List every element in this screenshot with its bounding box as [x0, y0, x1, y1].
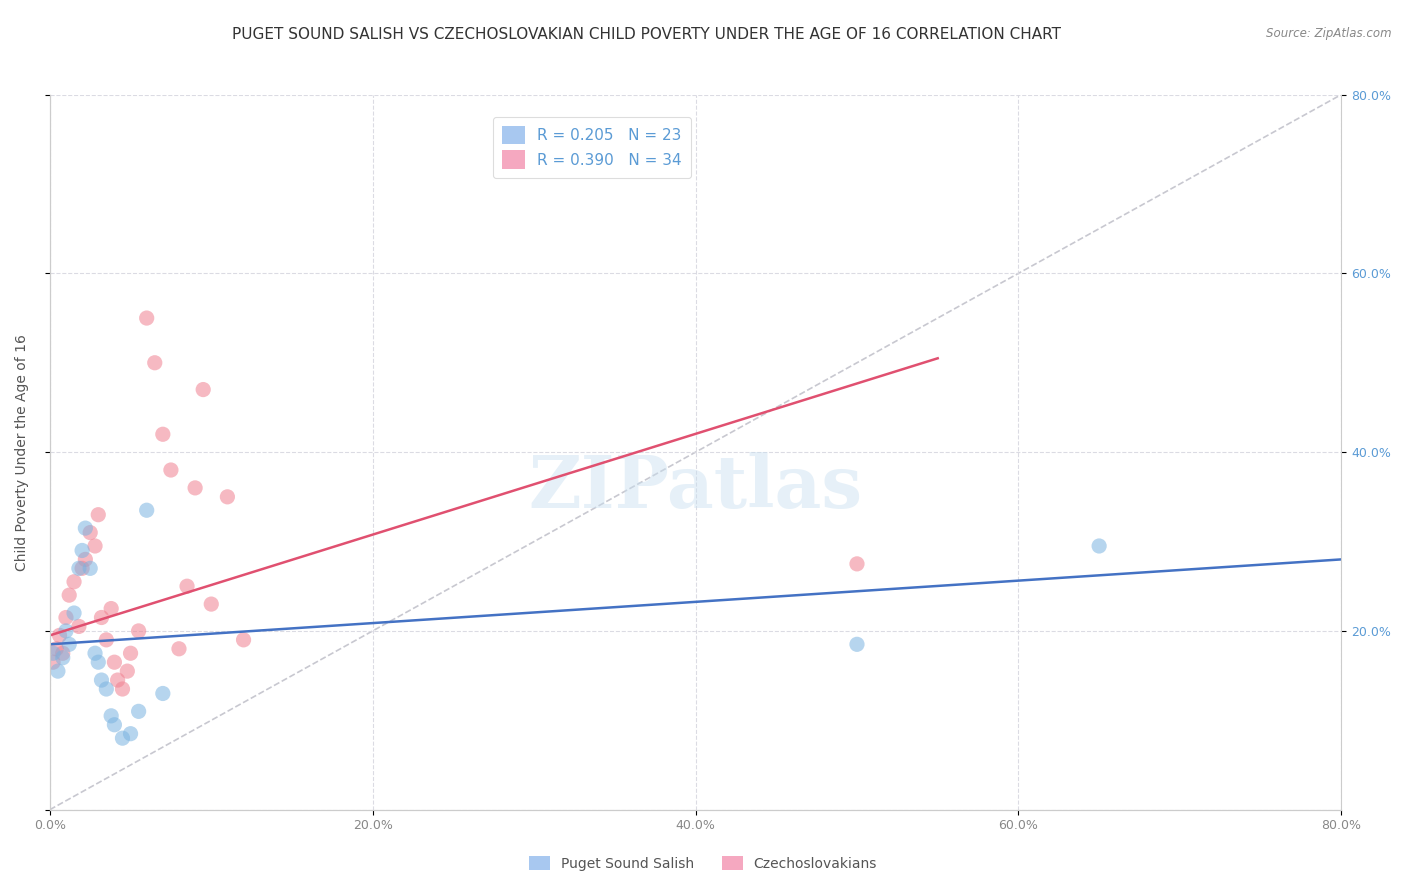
Point	[84, 646, 107, 660]
Point	[120, 727, 142, 741]
Point	[846, 557, 869, 571]
Point	[84, 539, 107, 553]
Point	[96, 632, 118, 647]
Point	[75, 552, 97, 566]
Point	[152, 686, 174, 700]
Text: ZIPatlas: ZIPatlas	[529, 452, 863, 524]
Point	[100, 601, 122, 615]
Point	[120, 646, 142, 660]
Point	[143, 356, 166, 370]
Point	[846, 637, 869, 651]
Point	[152, 427, 174, 442]
Point	[45, 641, 67, 656]
Point	[63, 574, 86, 589]
Point	[48, 628, 70, 642]
Legend: R = 0.205   N = 23, R = 0.390   N = 34: R = 0.205 N = 23, R = 0.390 N = 34	[494, 117, 692, 178]
Point	[75, 521, 97, 535]
Point	[42, 646, 65, 660]
Point	[184, 481, 207, 495]
Point	[63, 606, 86, 620]
Point	[58, 637, 80, 651]
Point	[52, 650, 75, 665]
Point	[79, 525, 101, 540]
Point	[200, 597, 222, 611]
Point	[103, 655, 125, 669]
Point	[1088, 539, 1111, 553]
Point	[160, 463, 183, 477]
Point	[96, 681, 118, 696]
Point	[103, 718, 125, 732]
Point	[111, 681, 134, 696]
Point	[70, 561, 93, 575]
Point	[167, 641, 190, 656]
Point	[176, 579, 198, 593]
Point	[100, 708, 122, 723]
Point	[52, 646, 75, 660]
Point	[79, 561, 101, 575]
Point	[58, 588, 80, 602]
Point	[42, 655, 65, 669]
Point	[135, 311, 157, 326]
Text: Source: ZipAtlas.com: Source: ZipAtlas.com	[1267, 27, 1392, 40]
Point	[128, 704, 150, 718]
Point	[67, 561, 90, 575]
Point	[90, 610, 112, 624]
Point	[107, 673, 129, 687]
Point	[55, 624, 77, 638]
Point	[70, 543, 93, 558]
Point	[87, 655, 110, 669]
Point	[87, 508, 110, 522]
Point	[128, 624, 150, 638]
Point	[135, 503, 157, 517]
Point	[46, 664, 69, 678]
Point	[117, 664, 139, 678]
Point	[232, 632, 254, 647]
Y-axis label: Child Poverty Under the Age of 16: Child Poverty Under the Age of 16	[15, 334, 30, 571]
Point	[111, 731, 134, 746]
Point	[55, 610, 77, 624]
Point	[67, 619, 90, 633]
Point	[193, 383, 215, 397]
Text: PUGET SOUND SALISH VS CZECHOSLOVAKIAN CHILD POVERTY UNDER THE AGE OF 16 CORRELAT: PUGET SOUND SALISH VS CZECHOSLOVAKIAN CH…	[232, 27, 1062, 42]
Point	[90, 673, 112, 687]
Legend: Puget Sound Salish, Czechoslovakians: Puget Sound Salish, Czechoslovakians	[523, 850, 883, 876]
Point	[217, 490, 239, 504]
